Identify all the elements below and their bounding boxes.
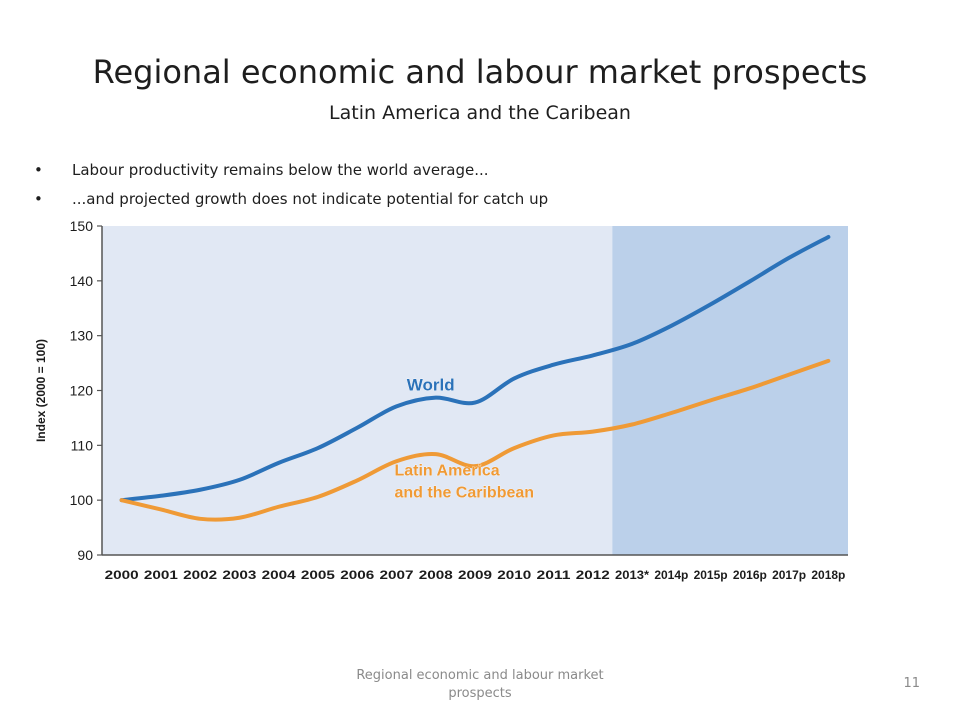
bullet-list: • Labour productivity remains below the … (34, 156, 548, 214)
data-point (277, 505, 280, 508)
bullet-dot: • (34, 161, 43, 179)
series-label-world: World (407, 376, 455, 395)
x-tick-label: 2006 (340, 568, 374, 582)
data-point (434, 453, 437, 456)
data-point (827, 359, 830, 362)
data-point (670, 324, 673, 327)
data-point (159, 508, 162, 511)
x-tick-label: 2003 (222, 568, 256, 582)
data-point (513, 377, 516, 380)
footer-text: Regional economic and labour market pros… (356, 668, 604, 701)
data-point (748, 280, 751, 283)
x-tick-label: 2002 (183, 568, 217, 582)
bullet-item: • ...and projected growth does not indic… (34, 185, 548, 214)
data-point (709, 399, 712, 402)
x-tick-label: 2014p (654, 568, 688, 582)
x-tick-label: 2012 (576, 568, 610, 582)
data-point (316, 447, 319, 450)
y-axis-label: Index (2000 = 100) (34, 339, 48, 442)
projection-region (612, 226, 848, 555)
x-tick-label: 2000 (105, 568, 139, 582)
data-point (709, 303, 712, 306)
data-point (788, 256, 791, 259)
productivity-line-chart: 90 100 110 120 130 140 150 Index (2000 = 100) 20… (34, 218, 848, 582)
data-point (474, 401, 477, 404)
data-point (277, 461, 280, 464)
x-tick-label: 2016p (733, 568, 767, 582)
y-tick-label: 90 (77, 547, 93, 563)
x-tick-label: 2008 (419, 568, 453, 582)
x-tick-label: 2015p (694, 568, 728, 582)
data-point (316, 495, 319, 498)
page-number: 11 (903, 676, 920, 691)
x-tick-label: 2005 (301, 568, 335, 582)
y-tick-label: 120 (70, 383, 94, 399)
series-label-latin-america: Latin America (394, 462, 499, 479)
series-line-latin-america (119, 358, 831, 522)
data-point (434, 396, 437, 399)
x-tick-label: 2004 (262, 568, 296, 582)
data-point (591, 430, 594, 433)
data-point (395, 405, 398, 408)
data-point (159, 494, 162, 497)
y-tick-label: 150 (70, 218, 94, 234)
x-tick-label: 2011 (537, 568, 571, 582)
data-point (356, 426, 359, 429)
data-point (670, 411, 673, 414)
x-tick-label: 2018p (811, 568, 845, 582)
data-point (356, 479, 359, 482)
data-point (788, 373, 791, 376)
x-tick-label: 2007 (379, 568, 413, 582)
x-tick-label: 2013* (615, 568, 649, 582)
slide-title: Regional economic and labour market pros… (92, 53, 868, 91)
data-point (748, 387, 751, 390)
x-tick-label: 2010 (497, 568, 531, 582)
bullet-dot: • (34, 190, 43, 208)
data-point (631, 342, 634, 345)
y-tick-label: 110 (71, 437, 94, 453)
bullet-item: • Labour productivity remains below the … (34, 156, 548, 185)
data-point (238, 516, 241, 519)
data-point (631, 423, 634, 426)
data-point (120, 499, 123, 502)
data-point (827, 235, 830, 238)
x-tick-label: 2009 (458, 568, 492, 582)
data-point (513, 447, 516, 450)
x-tick-label: 2001 (144, 568, 178, 582)
y-tick-label: 130 (70, 328, 94, 344)
data-point (552, 363, 555, 366)
data-point (552, 434, 555, 437)
y-tick-label: 140 (70, 273, 94, 289)
data-point (199, 517, 202, 520)
series-label-latin-america: and the Caribbean (394, 484, 534, 501)
data-point (238, 478, 241, 481)
series-line-world (119, 234, 831, 503)
data-point (199, 488, 202, 491)
y-tick-label: 100 (70, 492, 94, 508)
x-tick-label: 2017p (772, 568, 806, 582)
data-point (591, 354, 594, 357)
bullet-text: Labour productivity remains below the wo… (72, 161, 489, 179)
slide-subtitle: Latin America and the Caribean (329, 102, 631, 124)
bullet-text: ...and projected growth does not indicat… (72, 190, 549, 208)
